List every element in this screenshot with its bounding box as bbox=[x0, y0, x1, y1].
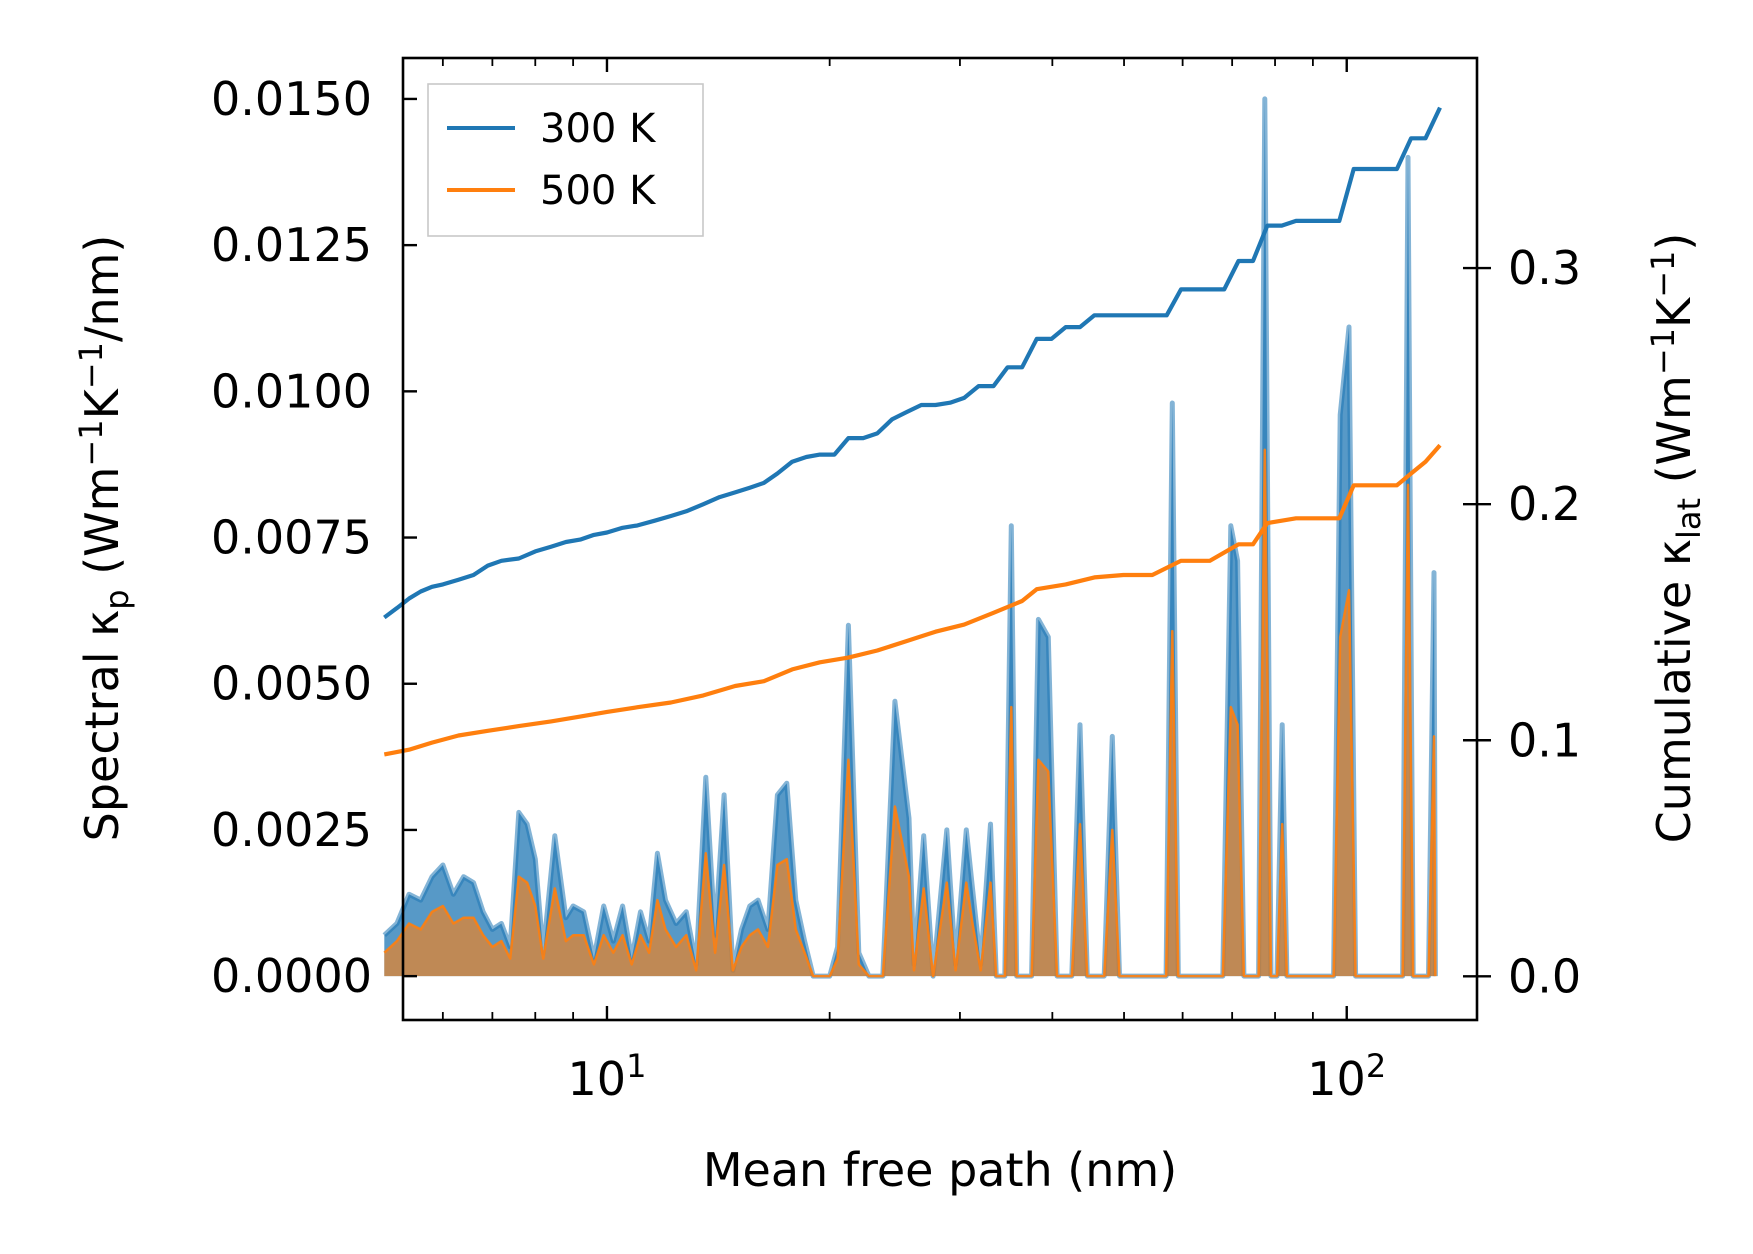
legend-label-500k: 500 K bbox=[540, 168, 657, 214]
legend-box bbox=[427, 83, 704, 237]
x-tick-labels: 101 102 bbox=[568, 1047, 1387, 1106]
y-left-axis-title: Spectral κp (Wm−1K−1/nm) bbox=[72, 235, 136, 842]
plot-frame bbox=[401, 56, 1479, 1022]
x-axis-title: Mean free path (nm) bbox=[703, 1143, 1177, 1197]
axis-ticks bbox=[403, 58, 1491, 1020]
y-left-tick-label: 0.0050 bbox=[211, 657, 372, 711]
y-left-tick-labels: 0.0000 0.0025 0.0050 0.0075 0.0100 0.0125 0.01… bbox=[211, 72, 372, 1003]
y-left-tick-label: 0.0100 bbox=[211, 364, 372, 418]
spectral-area-500k bbox=[384, 449, 1436, 977]
y-right-tick-label: 0.2 bbox=[1508, 477, 1581, 531]
spectral-line-500k bbox=[383, 448, 1437, 978]
legend: 300 K 500 K bbox=[427, 83, 704, 237]
x-tick-label: 101 bbox=[568, 1047, 647, 1106]
y-left-tick-label: 0.0025 bbox=[211, 803, 372, 857]
y-right-tick-labels: 0.0 0.1 0.2 0.3 bbox=[1508, 241, 1581, 1003]
y-left-tick-label: 0.0000 bbox=[211, 949, 372, 1003]
y-left-tick-label: 0.0150 bbox=[211, 72, 372, 126]
y-right-tick-label: 0.1 bbox=[1508, 713, 1581, 767]
cumulative-line-500k bbox=[383, 443, 1442, 757]
x-tick-label: 102 bbox=[1307, 1047, 1386, 1106]
y-right-tick-label: 0.3 bbox=[1508, 241, 1581, 295]
y-left-tick-label: 0.0075 bbox=[211, 511, 372, 565]
y-right-tick-label: 0.0 bbox=[1508, 949, 1581, 1003]
y-right-axis-title: Cumulative κlat (Wm−1K−1) bbox=[1644, 233, 1708, 844]
legend-label-300k: 300 K bbox=[540, 106, 657, 152]
cumulative-lines bbox=[383, 106, 1442, 757]
spectral-fills bbox=[382, 96, 1438, 979]
y-left-tick-label: 0.0125 bbox=[211, 218, 372, 272]
cumulative-line-300k bbox=[383, 106, 1442, 620]
